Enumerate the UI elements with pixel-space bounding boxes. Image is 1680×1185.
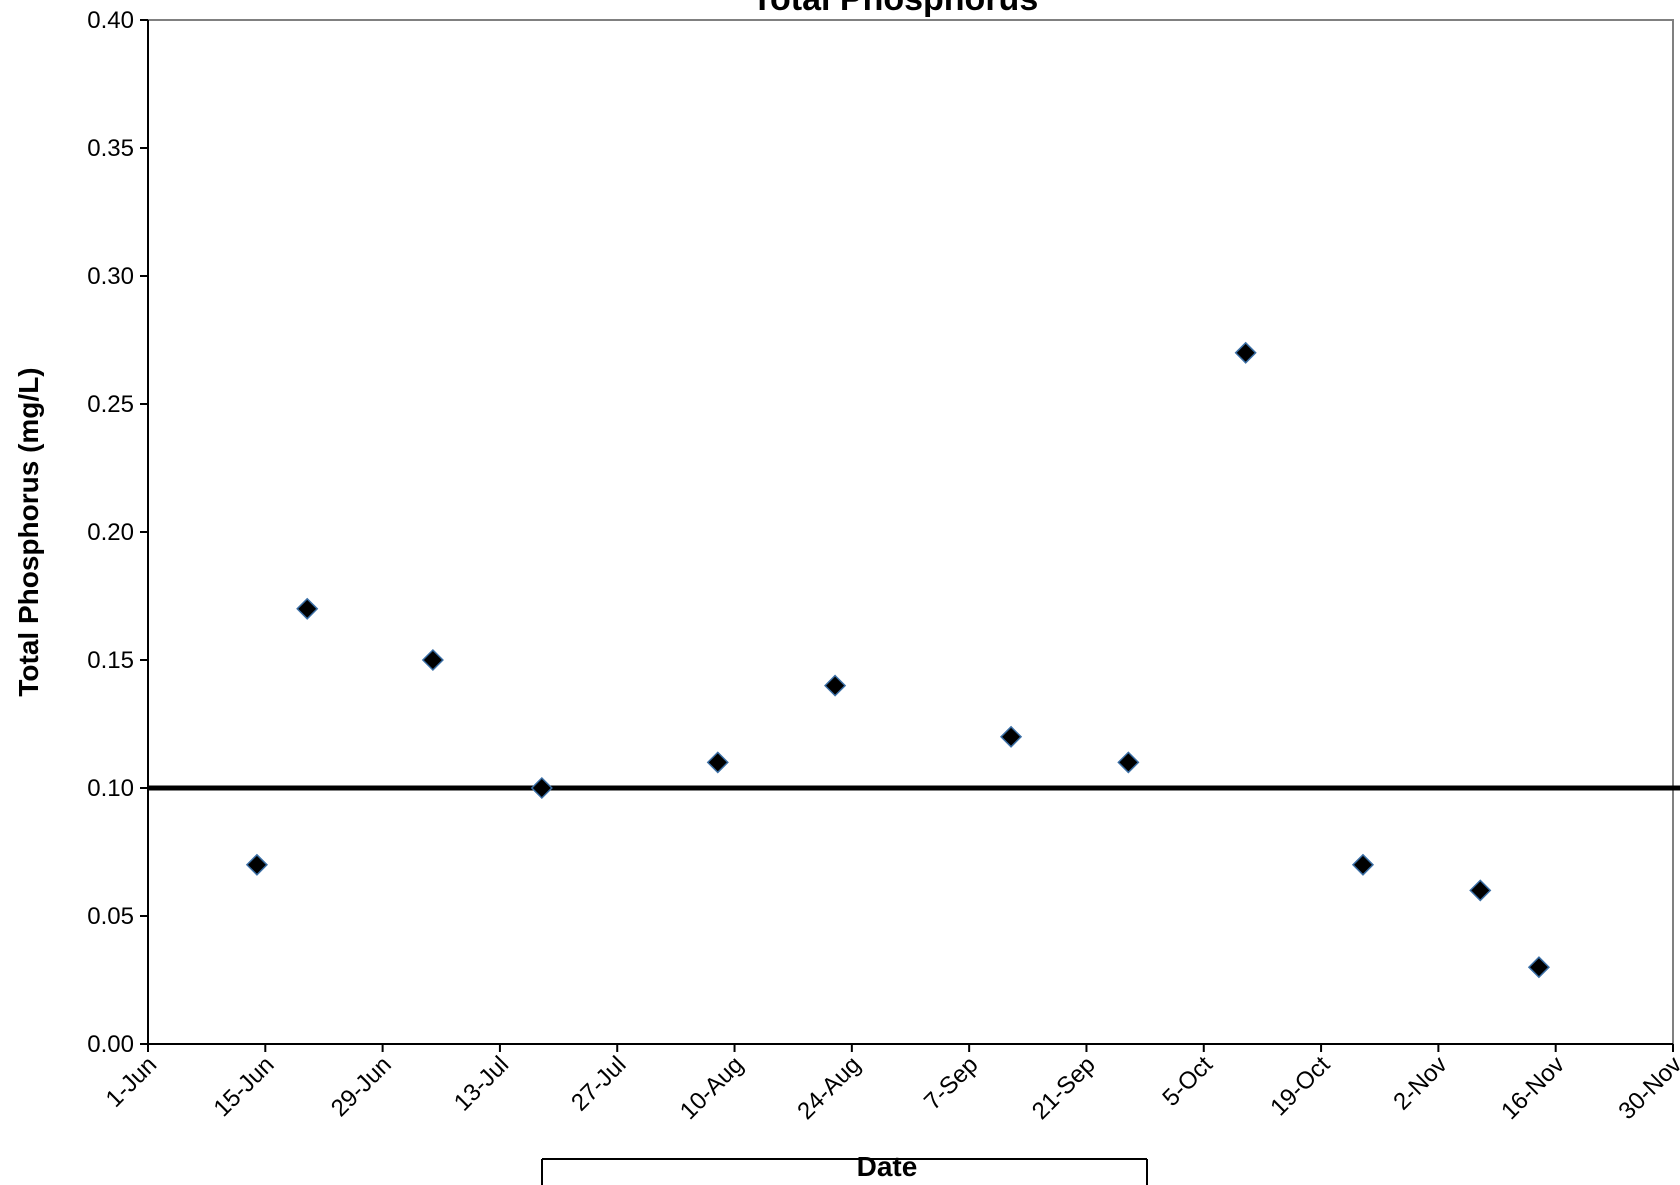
x-tick-label: 19-Oct — [1265, 1051, 1335, 1121]
data-point — [706, 751, 729, 774]
y-axis-title: Total Phosphorus (mg/L) — [13, 367, 44, 696]
data-point — [245, 853, 268, 876]
data-point — [530, 776, 553, 800]
x-tick-label: 21-Sep — [1027, 1051, 1101, 1125]
x-axis-ticks: 1-Jun 15-Jun 29-Jun 13-Jul 27-Jul 10-Aug 24-Au… — [101, 1044, 1680, 1125]
data-point — [1117, 751, 1140, 774]
x-tick-label: 16-Nov — [1496, 1051, 1570, 1125]
data-point — [1351, 853, 1375, 876]
plot-area — [147, 19, 1674, 1045]
x-tick-label: 10-Aug — [675, 1051, 749, 1125]
y-tick-label: 0.05 — [87, 903, 134, 930]
x-tick-label: 13-Jul — [449, 1051, 514, 1116]
data-point — [296, 597, 319, 620]
y-tick-label: 0.30 — [87, 263, 134, 290]
y-tick-label: 0.15 — [87, 647, 134, 674]
x-tick-label: 1-Jun — [101, 1051, 163, 1113]
data-point — [1527, 956, 1550, 979]
x-tick-label: 2-Nov — [1388, 1051, 1452, 1115]
y-tick-label: 0.35 — [87, 135, 134, 162]
data-point — [1469, 879, 1492, 902]
y-tick-label: 0.40 — [87, 7, 134, 34]
y-tick-label: 0.25 — [87, 391, 134, 418]
data-point — [421, 648, 444, 672]
x-tick-label: 27-Jul — [566, 1051, 631, 1116]
data-point — [1234, 341, 1257, 364]
y-axis-ticks: 0.00 0.05 0.10 0.15 0.20 0.25 0.30 0.35 0.40 — [87, 7, 148, 1058]
y-tick-label: 0.00 — [87, 1031, 134, 1058]
x-tick-label: 5-Oct — [1157, 1051, 1218, 1112]
y-tick-label: 0.10 — [87, 775, 134, 802]
x-tick-label: 29-Jun — [326, 1051, 397, 1122]
y-tick-label: 0.20 — [87, 519, 134, 546]
x-axis-title: Date — [857, 1151, 918, 1182]
data-point — [999, 725, 1023, 748]
x-tick-label: 7-Sep — [919, 1051, 983, 1115]
x-tick-label: 30-Nov — [1613, 1051, 1680, 1125]
chart-title: Total Phosphorus — [752, 0, 1038, 18]
x-tick-label: 15-Jun — [209, 1051, 280, 1122]
x-tick-label: 24-Aug — [792, 1051, 866, 1125]
data-point — [824, 674, 847, 697]
data-points — [245, 341, 1550, 979]
